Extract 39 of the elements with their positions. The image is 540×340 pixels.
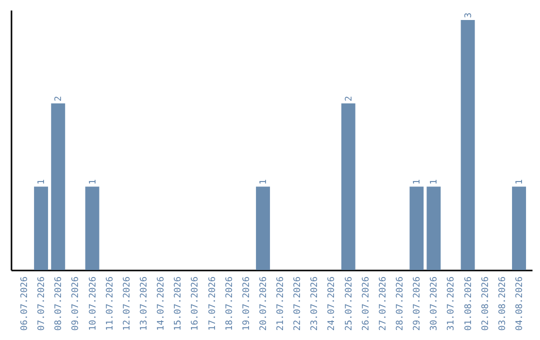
x-tick-label: 30.07.2026: [430, 276, 440, 331]
x-tick-label: 18.07.2026: [224, 276, 235, 331]
x-tick-label: 15.07.2026: [174, 276, 184, 331]
data-label: 2: [54, 96, 64, 102]
x-tick-label: 14.07.2026: [156, 276, 167, 331]
data-label: 1: [37, 179, 48, 185]
x-tick-label: 22.07.2026: [293, 276, 304, 331]
x-tick-label: 31.07.2026: [446, 276, 457, 331]
x-tick-label: 06.07.2026: [20, 276, 30, 331]
x-tick-label: 24.07.2026: [327, 276, 338, 331]
x-tick-label: 26.07.2026: [361, 276, 372, 331]
x-tick-label: 29.07.2026: [412, 276, 423, 331]
x-tick-label: 04.08.2026: [515, 276, 526, 331]
x-tick-label: 16.07.2026: [190, 276, 201, 331]
x-tick-label: 09.07.2026: [71, 276, 82, 331]
x-tick-label: 13.07.2026: [139, 276, 150, 331]
x-tick-label: 21.07.2026: [276, 276, 286, 331]
data-label: 1: [430, 179, 440, 185]
x-tick-label: 07.07.2026: [37, 276, 48, 331]
x-tick-label: 10.07.2026: [88, 276, 98, 331]
data-label: 2: [344, 96, 354, 102]
x-tick-label: 27.07.2026: [378, 276, 388, 331]
data-label: 1: [515, 179, 526, 185]
x-tick-label: 20.07.2026: [258, 276, 269, 331]
x-tick-label: 01.08.2026: [464, 276, 474, 331]
data-label: 1: [258, 179, 269, 185]
data-label: 1: [412, 179, 423, 185]
data-label: 1: [88, 179, 98, 185]
x-tick-label: 23.07.2026: [310, 276, 320, 331]
x-tick-label: 19.07.2026: [242, 276, 252, 331]
x-tick-label: 25.07.2026: [344, 276, 354, 331]
x-tick-label: 11.07.2026: [105, 276, 116, 331]
data-label: 3: [464, 12, 474, 18]
x-tick-label: 17.07.2026: [208, 276, 218, 331]
x-tick-label: 03.08.2026: [498, 276, 508, 331]
x-tick-label: 02.08.2026: [480, 276, 491, 331]
x-tick-label: 08.07.2026: [54, 276, 64, 331]
x-tick-label: 12.07.2026: [122, 276, 132, 331]
x-tick-label: 28.07.2026: [396, 276, 406, 331]
